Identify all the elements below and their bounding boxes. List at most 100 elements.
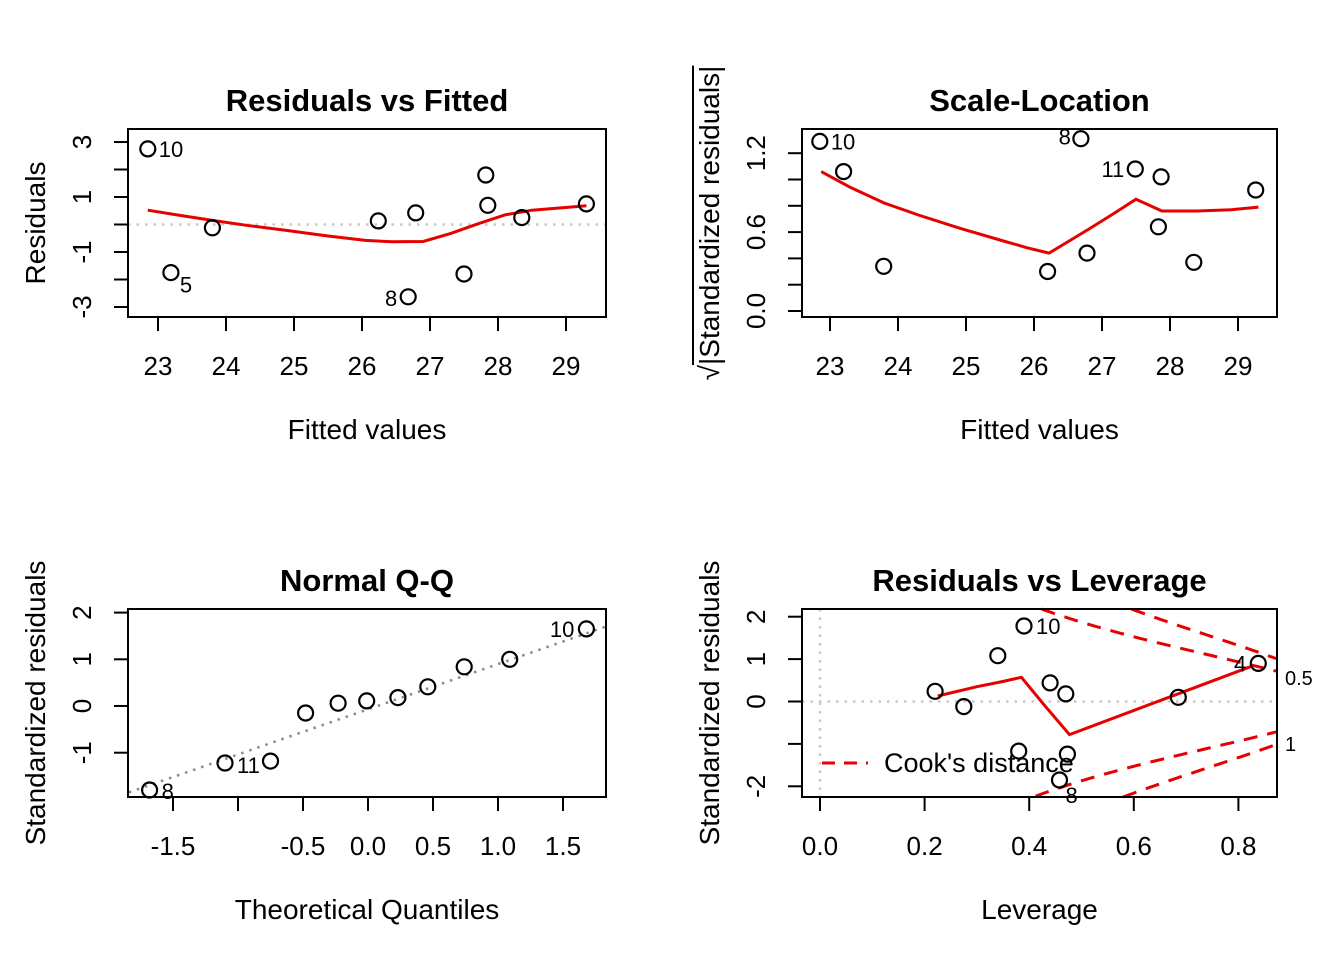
y-tick-label: -2 xyxy=(741,775,771,798)
x-tick-label: 0.6 xyxy=(1116,831,1152,861)
point-label-4: 4 xyxy=(1234,651,1246,676)
x-tick-label: 23 xyxy=(144,351,173,381)
x-tick-label: -1.5 xyxy=(151,831,196,861)
data-point xyxy=(955,697,973,716)
y-tick-label: -1 xyxy=(67,741,97,764)
data-point xyxy=(875,257,893,275)
data-point xyxy=(389,688,407,707)
y-tick-label: 2 xyxy=(741,609,771,623)
y-tick-label: 1 xyxy=(67,652,97,666)
data-point xyxy=(261,752,280,770)
y-tick-label: 0 xyxy=(67,699,97,713)
x-tick-label: 0.0 xyxy=(350,831,386,861)
title-scale-location: Scale-Location xyxy=(929,83,1150,118)
data-point xyxy=(1058,745,1077,763)
data-point xyxy=(577,195,596,213)
x-tick-label: 26 xyxy=(348,351,377,381)
ylabel-standardized-residuals-leverage: Standardized residuals xyxy=(694,560,725,846)
ylabel-standardized-residuals-qq: Standardized residuals xyxy=(20,560,51,846)
cook-contour-1-upper xyxy=(1131,607,1277,660)
data-point xyxy=(1126,160,1144,178)
x-tick-label: 0.0 xyxy=(802,831,838,861)
panel-residuals-vs-leverage: 0.5 1 Cook's distance 1 0 8 4 0.0 0.2 0.4 0.6 0.8 -2… xyxy=(741,607,1313,861)
x-tick-label: 25 xyxy=(280,351,309,381)
data-point xyxy=(926,682,944,700)
point-label-11: 11 xyxy=(1101,157,1124,182)
data-point xyxy=(1015,617,1033,635)
xlabel-theoretical-quantiles: Theoretical Quantiles xyxy=(234,894,500,925)
cook-contour-label: 0.5 xyxy=(1285,668,1313,690)
data-point xyxy=(811,132,829,150)
x-tick-label: 28 xyxy=(1156,351,1185,381)
x-tick-label: 29 xyxy=(552,351,581,381)
title-normal-qq: Normal Q-Q xyxy=(280,563,454,598)
data-point xyxy=(216,754,234,772)
data-point xyxy=(329,694,347,712)
panel-scale-location: 10 8 11 23 24 25 26 27 28 29 0.0 0.6 1.2 xyxy=(741,125,1278,381)
data-point xyxy=(419,678,437,696)
y-tick-label: 1 xyxy=(67,190,97,204)
y-tick-label: 0.6 xyxy=(741,214,771,250)
data-point xyxy=(162,264,180,282)
data-point xyxy=(1057,685,1075,703)
xlabel-fitted-values-1: Fitted values xyxy=(287,414,447,445)
cook-contour-label: 1 xyxy=(1285,734,1296,756)
data-point xyxy=(477,166,495,184)
x-tick-label: 0.2 xyxy=(907,831,943,861)
data-point xyxy=(989,647,1007,665)
legend-label: Cook's distance xyxy=(884,748,1074,778)
x-tick-label: 27 xyxy=(416,351,445,381)
data-point xyxy=(203,219,221,237)
x-tick-label: 1.5 xyxy=(545,831,581,861)
data-point xyxy=(1247,181,1265,199)
data-point xyxy=(1185,253,1203,271)
smooth-line xyxy=(147,204,587,244)
cook-contour-0.5-upper xyxy=(1041,607,1277,673)
data-point xyxy=(1149,218,1168,236)
data-point xyxy=(1152,168,1170,186)
data-point xyxy=(139,140,157,158)
y-tick-label: 2 xyxy=(67,605,97,619)
ylabel-sqrt-argument: |Standardized residuals| xyxy=(694,65,725,366)
data-point xyxy=(501,650,519,668)
plot-box xyxy=(801,128,1278,318)
point-label-8: 8 xyxy=(1066,783,1078,808)
y-tick-label: 1.2 xyxy=(741,135,771,171)
data-point xyxy=(455,265,473,283)
radical-sign: √ xyxy=(694,365,725,381)
x-tick-label: 0.5 xyxy=(415,831,451,861)
data-point xyxy=(1078,244,1096,262)
ylabel-sqrt-standardized-residuals: √|Standardized residuals| xyxy=(694,66,726,381)
ylabel-residuals: Residuals xyxy=(20,161,51,285)
y-tick-label: 1 xyxy=(741,652,771,666)
data-point xyxy=(141,781,159,799)
title-residuals-vs-fitted: Residuals vs Fitted xyxy=(225,83,509,118)
x-tick-label: -0.5 xyxy=(281,831,326,861)
data-point xyxy=(1249,654,1267,673)
smooth-line xyxy=(937,664,1253,737)
qq-reference-line xyxy=(128,625,607,794)
plot-box xyxy=(801,608,1278,798)
cook-contour-0.5-lower xyxy=(1034,730,1277,798)
x-tick-label: 0.4 xyxy=(1011,831,1047,861)
y-tick-label: -1 xyxy=(67,240,97,263)
data-point xyxy=(1038,262,1057,281)
y-tick-label: -3 xyxy=(67,295,97,318)
point-label-11: 11 xyxy=(237,753,260,778)
x-tick-label: 24 xyxy=(884,351,913,381)
title-residuals-vs-leverage: Residuals vs Leverage xyxy=(872,563,1207,598)
plot-box xyxy=(127,128,607,318)
data-point xyxy=(455,658,473,676)
point-label-8: 8 xyxy=(1059,125,1071,150)
x-tick-label: 0.8 xyxy=(1220,831,1256,861)
y-tick-label: 0 xyxy=(741,694,771,708)
x-tick-label: 29 xyxy=(1224,351,1253,381)
data-point xyxy=(1169,688,1187,706)
x-tick-label: 28 xyxy=(484,351,513,381)
x-tick-label: 1.0 xyxy=(480,831,516,861)
data-point xyxy=(834,163,853,181)
x-tick-label: 26 xyxy=(1020,351,1049,381)
data-point xyxy=(399,288,417,306)
plot-box xyxy=(127,608,607,798)
